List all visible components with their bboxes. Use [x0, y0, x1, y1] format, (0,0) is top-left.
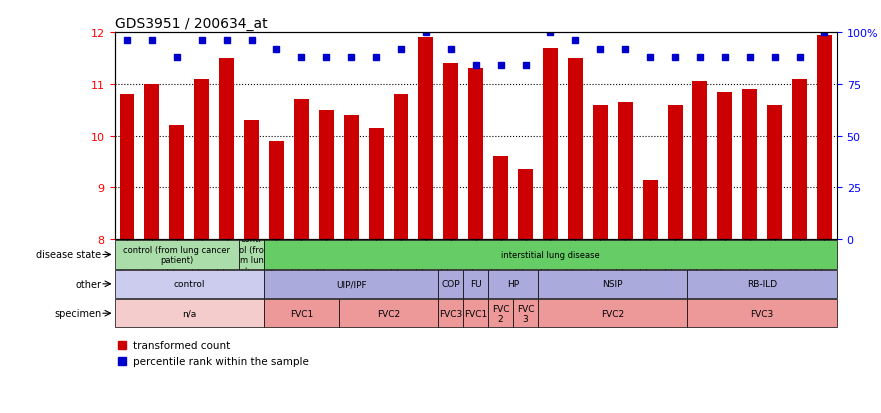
Bar [488, 270, 538, 298]
Bar [338, 299, 439, 328]
Bar [668, 105, 683, 240]
Bar [294, 100, 309, 240]
Bar [269, 141, 284, 240]
Text: specimen: specimen [54, 309, 101, 318]
Bar [264, 270, 439, 298]
Bar [618, 103, 633, 240]
Bar [767, 105, 782, 240]
Bar [687, 299, 837, 328]
Bar [169, 126, 184, 240]
Bar [593, 105, 608, 240]
Text: n/a: n/a [182, 309, 196, 318]
Bar [239, 241, 264, 269]
Text: FVC2: FVC2 [377, 309, 400, 318]
Text: FVC1: FVC1 [464, 309, 487, 318]
Bar [538, 299, 687, 328]
Text: transformed count: transformed count [132, 340, 230, 350]
Bar [463, 270, 488, 298]
Text: RB-ILD: RB-ILD [747, 280, 777, 289]
Bar [513, 299, 538, 328]
Bar [319, 111, 334, 240]
Bar [518, 170, 533, 240]
Text: COP: COP [441, 280, 460, 289]
Text: FU: FU [470, 280, 482, 289]
Text: disease state: disease state [36, 250, 101, 260]
Bar [817, 36, 832, 240]
Bar [717, 93, 732, 240]
Bar [439, 299, 463, 328]
Bar [568, 59, 583, 240]
Bar [368, 128, 383, 240]
Text: percentile rank within the sample: percentile rank within the sample [132, 356, 308, 366]
Bar [144, 85, 159, 240]
Text: interstitial lung disease: interstitial lung disease [501, 250, 600, 259]
Text: FVC2: FVC2 [601, 309, 625, 318]
Bar [115, 299, 264, 328]
Bar [642, 180, 657, 240]
Bar [439, 270, 463, 298]
Text: FVC
2: FVC 2 [492, 304, 509, 323]
Bar [493, 157, 508, 240]
Text: HP: HP [507, 280, 519, 289]
Bar [488, 299, 513, 328]
Bar [469, 69, 483, 240]
Bar [463, 299, 488, 328]
Text: UIP/IPF: UIP/IPF [336, 280, 366, 289]
Bar [743, 90, 758, 240]
Text: FVC3: FVC3 [440, 309, 463, 318]
Bar [219, 59, 234, 240]
Text: contr
ol (fro
m lun
g trans: contr ol (fro m lun g trans [237, 235, 266, 275]
Bar [344, 116, 359, 240]
Bar [244, 121, 259, 240]
Bar [687, 270, 837, 298]
Bar [115, 270, 264, 298]
Bar [115, 241, 239, 269]
Text: FVC
3: FVC 3 [517, 304, 534, 323]
Bar [692, 82, 707, 240]
Bar [543, 49, 558, 240]
Text: FVC3: FVC3 [751, 309, 774, 318]
Bar [194, 79, 209, 240]
Text: NSIP: NSIP [603, 280, 623, 289]
Bar [264, 241, 837, 269]
Text: GDS3951 / 200634_at: GDS3951 / 200634_at [115, 17, 267, 31]
Text: control: control [174, 280, 205, 289]
Bar [792, 79, 807, 240]
Bar [418, 38, 433, 240]
Text: other: other [75, 279, 101, 289]
Bar [443, 64, 458, 240]
Bar [120, 95, 135, 240]
Bar [264, 299, 338, 328]
Bar [538, 270, 687, 298]
Text: control (from lung cancer
patient): control (from lung cancer patient) [123, 245, 230, 264]
Text: FVC1: FVC1 [290, 309, 313, 318]
Bar [394, 95, 409, 240]
